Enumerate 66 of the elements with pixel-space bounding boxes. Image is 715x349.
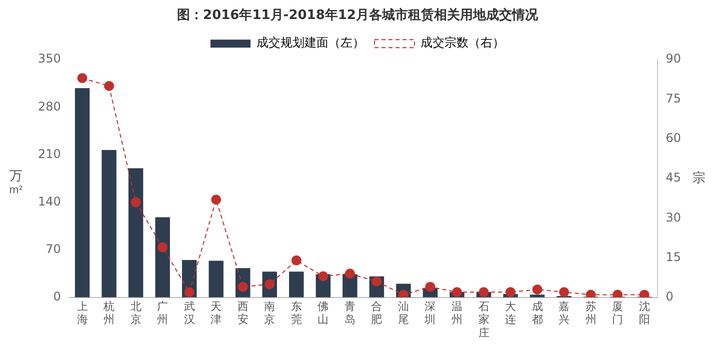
y-tick-label: 280	[38, 99, 61, 114]
x-tick-label: 合肥	[371, 300, 382, 326]
point	[478, 287, 489, 298]
bar	[102, 150, 116, 298]
bar	[208, 260, 224, 298]
y2-tick-label: 0	[666, 290, 674, 304]
y2-tick-label: 30	[666, 210, 682, 224]
x-tick-label: 武汉	[184, 300, 195, 326]
x-tick-label: 汕尾	[398, 300, 409, 326]
bar	[155, 217, 170, 298]
bar	[289, 272, 304, 298]
bar	[530, 294, 545, 298]
x-tick-label: 西安	[237, 300, 248, 326]
point	[639, 290, 650, 298]
legend-label: 成交规划建面（左）	[256, 36, 364, 50]
point	[506, 287, 516, 298]
point	[586, 290, 596, 298]
point	[77, 73, 88, 84]
x-tick-label: 北京	[130, 300, 142, 326]
chart-title: 图：2016年11月-2018年12月各城市租赁相关用地成交情况	[177, 7, 539, 24]
y-tick-label: 0	[53, 290, 61, 304]
point	[532, 284, 542, 294]
x-tick-label: 广州	[157, 300, 168, 326]
x-tick-label: 天津	[210, 300, 222, 326]
y-tick-label: 210	[38, 146, 61, 161]
x-tick-label: 温州	[451, 300, 462, 326]
point	[158, 242, 168, 252]
x-tick-label: 深圳	[424, 300, 436, 326]
point	[291, 255, 302, 266]
y2-tick-label: 75	[666, 91, 682, 106]
y-tick-label: 350	[38, 52, 61, 66]
x-tick-label: 石家庄	[478, 300, 490, 340]
x-tick-label: 上海	[76, 300, 88, 326]
y-tick-label: 140	[38, 194, 61, 208]
point	[318, 271, 328, 282]
x-tick-label: 苏州	[585, 300, 596, 326]
y2-tick-label: 45	[666, 170, 682, 185]
y2-tick-label: 60	[666, 130, 682, 145]
point	[452, 287, 462, 298]
x-tick-label: 厦门	[612, 300, 624, 326]
y2-axis-title: 宗	[692, 170, 706, 186]
y-axis-title: 万m²	[9, 168, 23, 196]
point	[612, 290, 623, 298]
point	[130, 197, 141, 208]
x-tick-label: 大连	[505, 300, 516, 326]
x-tick-label: 青岛	[344, 300, 356, 326]
y2-tick-label: 90	[666, 52, 682, 66]
x-tick-label: 东莞	[290, 300, 302, 326]
point	[211, 194, 222, 205]
point	[344, 268, 355, 279]
bar	[342, 274, 358, 298]
x-tick-label: 杭州	[102, 300, 115, 326]
y2-tick-label: 15	[666, 250, 682, 264]
bar	[128, 168, 144, 298]
x-tick-label: 佛山	[318, 300, 329, 326]
x-tick-label: 沈阳	[638, 300, 650, 326]
x-tick-label: 南京	[264, 300, 276, 326]
x-tick-label: 嘉兴	[558, 300, 570, 326]
point	[425, 282, 436, 292]
y-tick-label: 70	[46, 242, 61, 256]
point	[184, 287, 194, 298]
legend-label: 成交宗数（右）	[420, 36, 504, 50]
point	[104, 81, 114, 92]
bar	[74, 88, 90, 298]
point	[559, 287, 570, 298]
x-tick-label: 成都	[532, 300, 543, 326]
